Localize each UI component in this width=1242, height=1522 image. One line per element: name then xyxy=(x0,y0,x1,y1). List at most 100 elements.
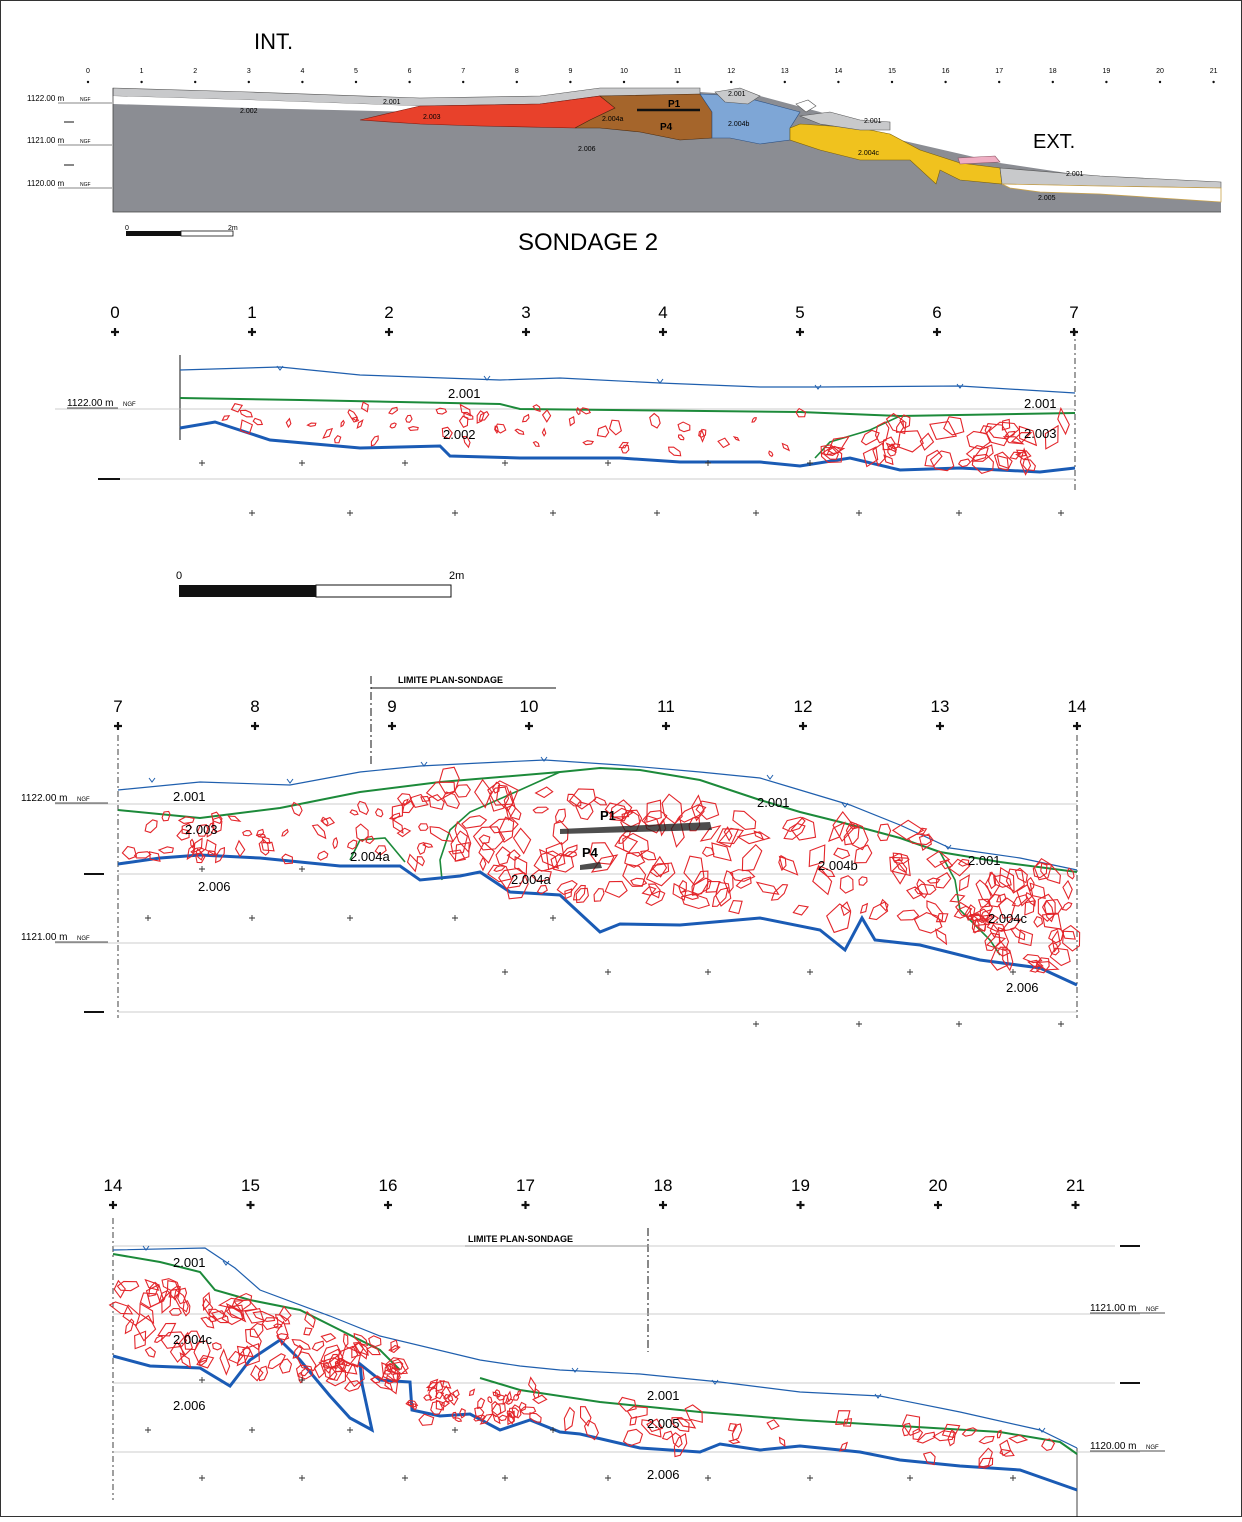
panel2-stone xyxy=(1022,953,1043,964)
panel1-surface-marks xyxy=(276,365,964,390)
panel1-label-2001-right: 2.001 xyxy=(1024,396,1057,411)
panel3-surface-mark xyxy=(571,1367,579,1373)
panel1-stone xyxy=(885,412,907,435)
panel1-stone xyxy=(239,419,254,435)
panel1-stone xyxy=(334,434,342,444)
panel3-stone xyxy=(671,1417,690,1433)
overview-layer-labels: 2.001 2.002 2.003 2.004a 2.004b 2.004c 2.005 2.… xyxy=(240,91,1084,202)
panel1-stone xyxy=(874,421,890,444)
panel2-tick-label: 7 xyxy=(113,697,122,716)
panel2-stone xyxy=(640,850,657,861)
panel3-stone xyxy=(291,1338,311,1350)
panel2-tick-label: 11 xyxy=(657,697,675,716)
panel3-stone xyxy=(342,1333,349,1348)
panel1-grid-plus xyxy=(753,510,759,516)
panel3-stone xyxy=(211,1342,222,1351)
panel3-stone xyxy=(336,1359,358,1375)
panel1-stone xyxy=(649,412,661,429)
panel1-stone xyxy=(924,449,943,467)
panel2-elevation-1122-unit: NGF xyxy=(77,797,90,803)
panel3-stone xyxy=(168,1307,182,1316)
panel3-stone xyxy=(179,1351,192,1369)
panel2-stone xyxy=(723,870,734,894)
panel2-stone xyxy=(755,881,780,895)
panel1-stone xyxy=(1044,424,1059,450)
panel3-tick-label: 14 xyxy=(104,1176,123,1195)
panel3-grid-plus xyxy=(199,1377,205,1383)
panel3-stone xyxy=(505,1398,514,1405)
panel2-stone xyxy=(975,879,992,903)
panel3-stone xyxy=(999,1448,1015,1457)
panel3-stone xyxy=(304,1310,316,1329)
panel2-stone xyxy=(258,838,270,856)
panel1-stone xyxy=(996,455,1010,470)
panel3-grid-plus xyxy=(807,1475,813,1481)
panel3-surface-marks xyxy=(142,1245,1046,1433)
panel3-stone xyxy=(352,1342,368,1360)
panel2-stone xyxy=(679,890,700,900)
overview-tick-label: 12 xyxy=(727,68,735,75)
panel2-tick-label: 14 xyxy=(1068,697,1087,716)
panel1-base-line xyxy=(179,420,1076,474)
panel2-p1-hatch xyxy=(560,822,712,834)
overview-layer-label: 2.004a xyxy=(602,116,624,123)
panel2-stone xyxy=(422,842,434,848)
panel3-stone xyxy=(835,1410,851,1425)
panel2-p4-hatch xyxy=(580,862,602,870)
panel2-label-2003: 2.003 xyxy=(185,822,218,837)
panel3-stone xyxy=(370,1376,382,1384)
panel2-stone xyxy=(196,824,209,837)
panel3-stone xyxy=(173,1288,189,1313)
panel2-stone xyxy=(996,893,1007,903)
panel3-stone xyxy=(452,1389,460,1399)
panel2-tick-row: 7 8 9 10 11 12 13 14 xyxy=(113,697,1086,730)
panel2-stone xyxy=(495,846,511,866)
panel1-stone xyxy=(795,407,807,418)
panel1-tick-label: 3 xyxy=(521,303,530,322)
panel2-stone xyxy=(845,821,869,851)
overview-tick-mark xyxy=(569,80,572,84)
panel2-stone xyxy=(680,893,711,910)
panel2-stone xyxy=(970,913,987,933)
panel2-stone xyxy=(977,898,991,908)
panel2-interface-2004a xyxy=(349,837,406,863)
panel2-stone xyxy=(914,883,937,895)
panel1-stone xyxy=(1019,447,1032,476)
panel3-tick-label: 21 xyxy=(1066,1176,1085,1195)
panel1-grid-plus xyxy=(654,510,660,516)
panel1-stone xyxy=(823,446,839,460)
overview-tick-row: 0 1 2 3 4 5 6 7 8 9 10 11 12 13 14 15 16 17 18 19 20 21 xyxy=(86,68,1218,84)
panel3-stone xyxy=(492,1391,500,1398)
panel2-stone xyxy=(365,835,375,845)
panel2-grid-plus xyxy=(347,915,353,921)
panel3-grid-plus xyxy=(299,1377,305,1383)
overview-tick-label: 8 xyxy=(515,68,519,75)
panel3-tick-label: 17 xyxy=(516,1176,535,1195)
panel1-stone xyxy=(441,426,453,440)
panel3-stone xyxy=(390,1339,399,1352)
panel2-stone xyxy=(211,811,223,825)
panel1-grid-plus xyxy=(705,460,711,466)
panel3-surface-mark xyxy=(142,1245,150,1251)
panel3-stone xyxy=(661,1430,674,1441)
panel3-stone xyxy=(210,1310,227,1321)
panel3-stone xyxy=(230,1292,253,1312)
panel3-tick-cross xyxy=(1071,1201,1080,1209)
panel1-stone xyxy=(462,436,471,449)
panel2-stone xyxy=(242,829,253,837)
panel2-surface-mark xyxy=(148,777,156,783)
panel1-stone xyxy=(576,406,581,416)
panel2-stone xyxy=(717,827,745,845)
panel2-stone xyxy=(1002,947,1014,972)
panel2-stone xyxy=(645,862,676,887)
pink-lens xyxy=(957,155,1001,165)
panel2-stone xyxy=(957,858,970,867)
panel2-stone xyxy=(453,784,471,798)
panel2-stone xyxy=(989,923,999,939)
panel3-tick-label: 15 xyxy=(241,1176,260,1195)
panel3-label-2001-right: 2.001 xyxy=(647,1388,680,1403)
panel1-grid-plus xyxy=(605,460,611,466)
panel2-stone xyxy=(416,841,427,855)
panel3-stone xyxy=(296,1351,317,1372)
